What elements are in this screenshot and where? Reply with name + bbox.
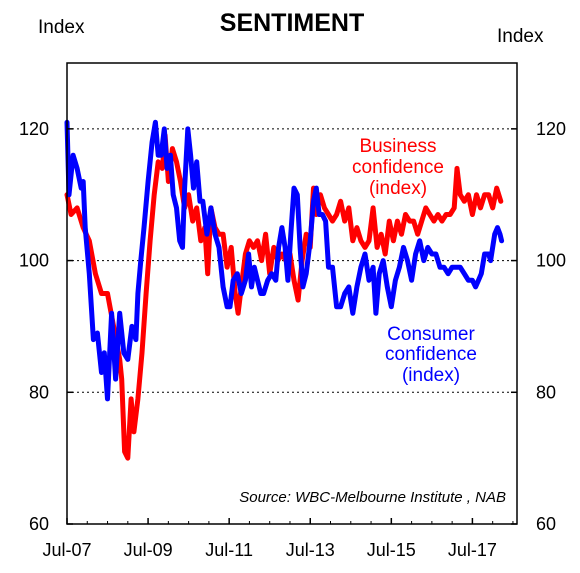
x-tick-label: Jul-07	[42, 540, 91, 560]
business-confidence-line	[64, 132, 504, 461]
y-tick-label-right: 60	[536, 514, 556, 534]
y-tick-label-left: 60	[29, 514, 49, 534]
business-label-line-1: Business	[359, 136, 436, 157]
right-axis-unit: Index	[497, 26, 544, 47]
source-note: Source: WBC-Melbourne Institute , NAB	[239, 489, 506, 506]
y-tick-label-left: 80	[29, 382, 49, 402]
y-tick-label-left: 100	[19, 251, 49, 271]
x-tick-label: Jul-09	[124, 540, 173, 560]
business-label-line-2: confidence	[352, 157, 444, 178]
consumer-label-line-1: Consumer	[387, 324, 475, 345]
x-tick-label: Jul-13	[286, 540, 335, 560]
y-tick-label-right: 120	[536, 119, 566, 139]
x-tick-label: Jul-11	[205, 540, 253, 560]
y-tick-label-left: 120	[19, 119, 49, 139]
consumer-label-line-2: confidence	[385, 344, 477, 365]
x-tick-label: Jul-15	[367, 540, 416, 560]
x-tick-label: Jul-17	[448, 540, 497, 560]
chart-title: SENTIMENT	[220, 9, 364, 37]
left-axis-unit: Index	[38, 17, 85, 38]
plot-frame	[66, 62, 518, 525]
consumer-label-line-3: (index)	[402, 365, 460, 386]
y-tick-label-right: 100	[536, 251, 566, 271]
business-label-line-3: (index)	[369, 178, 427, 199]
consumer-confidence-line	[64, 119, 505, 402]
y-tick-label-right: 80	[536, 382, 556, 402]
axis-ticks: 60 60 80 80 100 100 120 120 Jul-07 Jul-09 Jul-11 Ju…	[19, 119, 566, 560]
series-lines	[64, 119, 505, 461]
